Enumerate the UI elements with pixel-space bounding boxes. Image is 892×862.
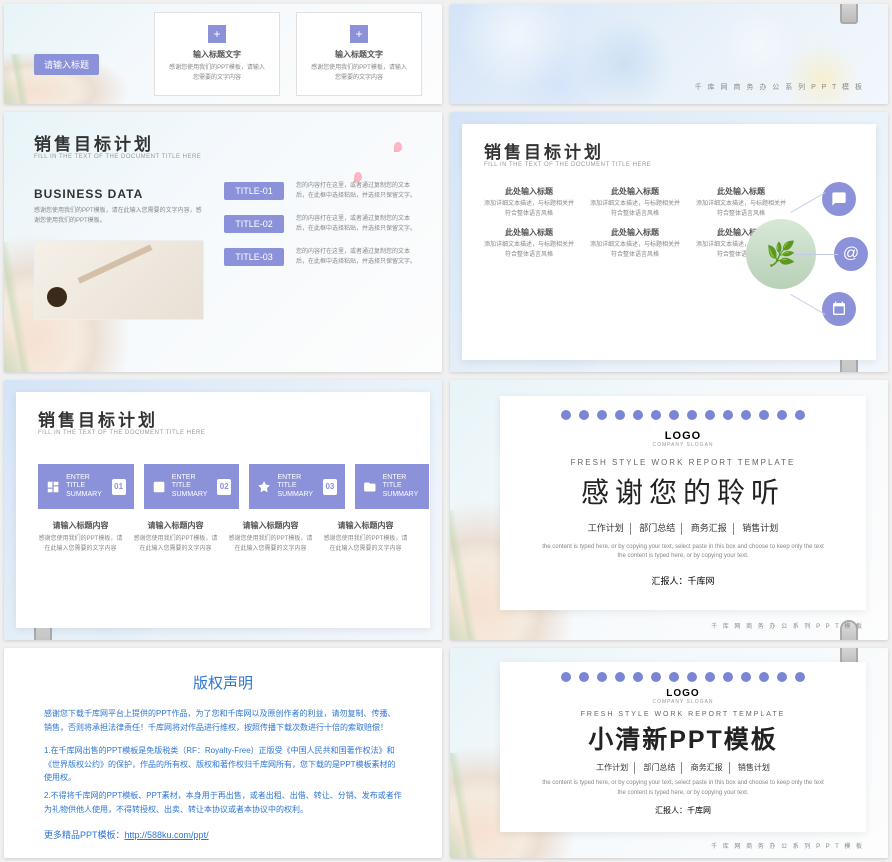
p3: 2.不得将千库网的PPT模板、PPT素材，本身用于再出售，或者出租、出借、转让、… [44,789,402,816]
slide3-sub: FILL IN THE TEXT OF THE DOCUMENT TITLE H… [34,154,201,160]
card2-desc: 感谢您使用我们的PPT模板，请输入您需要的文字内容 [309,64,409,83]
t1d: 您的内容打在这里，或者通过复制您的文本后，在此框中选择粘贴，并选择只保留文字。 [296,182,417,201]
footer: 千 库 网 商 务 办 公 系 列 P P T 模 板 [695,82,864,92]
card1-title: 输入标题文字 [167,49,267,60]
col4-t: 请输入标题内容 [323,520,408,531]
card-2: + 输入标题文字 感谢您使用我们的PPT模板，请输入您需要的文字内容 [296,12,422,96]
bd-title: BUSINESS DATA [34,187,204,201]
slide-3: 销售目标计划 FILL IN THE TEXT OF THE DOCUMENT … [4,112,442,372]
m1: 工作计划 [596,763,628,772]
calendar-icon [822,292,856,326]
card1-desc: 感谢您使用我们的PPT模板，请输入您需要的文字内容 [167,64,267,83]
rn: 千库网 [688,576,715,586]
chat-icon [822,182,856,216]
p1: 感谢您下载千库网平台上提供的PPT作品，为了您和千库网以及原创作者的利益，请勿复… [44,707,402,734]
m2: 部门总结 [639,523,675,533]
fst: FRESH STYLE WORK REPORT TEMPLATE [518,711,848,718]
p2: 1.在千库网出售的PPT模板是免版税类（RF：Royalty-Free）正版受《… [44,744,402,785]
dots [520,410,846,420]
rt: 汇报人： [655,806,687,815]
grid-item: 此处输入标题添加详细文本描述，与标题相关并符合整体语言风格 [484,227,574,260]
footer: 千 库 网 商 务 办 公 系 列 P P T 模 板 [711,841,864,850]
m4: 销售计划 [742,523,778,533]
grid-item: 此处输入标题添加详细文本描述，与标题相关并符合整体语言风格 [696,186,786,219]
clip-icon [840,4,858,24]
link[interactable]: http://588ku.com/ppt/ [125,830,209,840]
logo: LOGO [520,430,846,442]
fst: FRESH STYLE WORK REPORT TEMPLATE [520,458,846,467]
grid-item: 此处输入标题添加详细文本描述，与标题相关并符合整体语言风格 [590,186,680,219]
pbox-3[interactable]: ENTER TITLESUMMARY03 [249,464,345,509]
at-icon: @ [834,237,868,271]
t1[interactable]: TITLE-01 [224,182,284,200]
t3[interactable]: TITLE-03 [224,248,284,266]
desc: the content is typed here, or by copying… [520,543,846,562]
t2d: 您的内容打在这里，或者通过复制您的文本后，在此框中选择粘贴，并选择只保留文字。 [296,215,417,234]
desc: the content is typed here, or by copying… [518,779,848,798]
slide-4: 销售目标计划 FILL IN THE TEXT OF THE DOCUMENT … [450,112,888,372]
pbox-4[interactable]: ENTER TITLESUMMARY [355,464,429,509]
card-1: + 输入标题文字 感谢您使用我们的PPT模板，请输入您需要的文字内容 [154,12,280,96]
dots [518,672,848,682]
col3-t: 请输入标题内容 [228,520,313,531]
grid-item: 此处输入标题添加详细文本描述，与标题相关并符合整体语言风格 [484,186,574,219]
col2-t: 请输入标题内容 [133,520,218,531]
card2-title: 输入标题文字 [309,49,409,60]
rt: 汇报人： [651,576,687,586]
slide-6: LOGO COMPANY SLOGAN FRESH STYLE WORK REP… [450,380,888,640]
pbox-2[interactable]: ENTER TITLESUMMARY02 [144,464,240,509]
col1-t: 请输入标题内容 [38,520,123,531]
bd-desc: 感谢您使用我们的PPT模板，请在此输入您需要的文字内容，感谢您使用我们的PPT模… [34,207,204,226]
slide3-title: 销售目标计划 [34,130,154,155]
col2-d: 感谢您使用我们的PPT模板，请在此输入您需要的文字内容 [133,535,218,554]
slide5-title: 销售目标计划 [38,406,158,431]
col3-d: 感谢您使用我们的PPT模板，请在此输入您需要的文字内容 [228,535,313,554]
m1: 工作计划 [588,523,624,533]
slide5-sub: FILL IN THE TEXT OF THE DOCUMENT TITLE H… [38,430,205,436]
m4: 销售计划 [738,763,770,772]
title-button[interactable]: 请输入标题 [34,54,99,75]
slide4-title: 销售目标计划 [484,138,604,163]
slide-2: 千 库 网 商 务 办 公 系 列 P P T 模 板 [450,4,888,104]
copyright-title: 版权声明 [44,672,402,693]
main-title: 小清新PPT模板 [518,720,848,756]
grid-item: 此处输入标题添加详细文本描述，与标题相关并符合整体语言风格 [590,227,680,260]
slide-8: LOGO COMPANY SLOGAN FRESH STYLE WORK REP… [450,648,888,858]
slide-7: 版权声明 感谢您下载千库网平台上提供的PPT作品，为了您和千库网以及原创作者的利… [4,648,442,858]
footer: 千 库 网 商 务 办 公 系 列 P P T 模 板 [711,621,864,630]
logo: LOGO [518,688,848,699]
col4-d: 感谢您使用我们的PPT模板，请在此输入您需要的文字内容 [323,535,408,554]
rn: 千库网 [687,806,711,815]
slide4-sub: FILL IN THE TEXT OF THE DOCUMENT TITLE H… [484,162,651,168]
pbox-1[interactable]: ENTER TITLESUMMARY01 [38,464,134,509]
main-title: 感谢您的聆听 [520,471,846,511]
t2[interactable]: TITLE-02 [224,215,284,233]
m3: 商务汇报 [691,763,723,772]
m2: 部门总结 [643,763,675,772]
more: 更多精品PPT模板： [44,830,125,840]
slide-1: 请输入标题 + 输入标题文字 感谢您使用我们的PPT模板，请输入您需要的文字内容… [4,4,442,104]
col1-d: 感谢您使用我们的PPT模板，请在此输入您需要的文字内容 [38,535,123,554]
t3d: 您的内容打在这里，或者通过复制您的文本后，在此框中选择粘贴，并选择只保留文字。 [296,248,417,267]
slide-5: 销售目标计划 FILL IN THE TEXT OF THE DOCUMENT … [4,380,442,640]
m3: 商务汇报 [691,523,727,533]
logo-sub: COMPANY SLOGAN [518,699,848,705]
logo-sub: COMPANY SLOGAN [520,442,846,448]
